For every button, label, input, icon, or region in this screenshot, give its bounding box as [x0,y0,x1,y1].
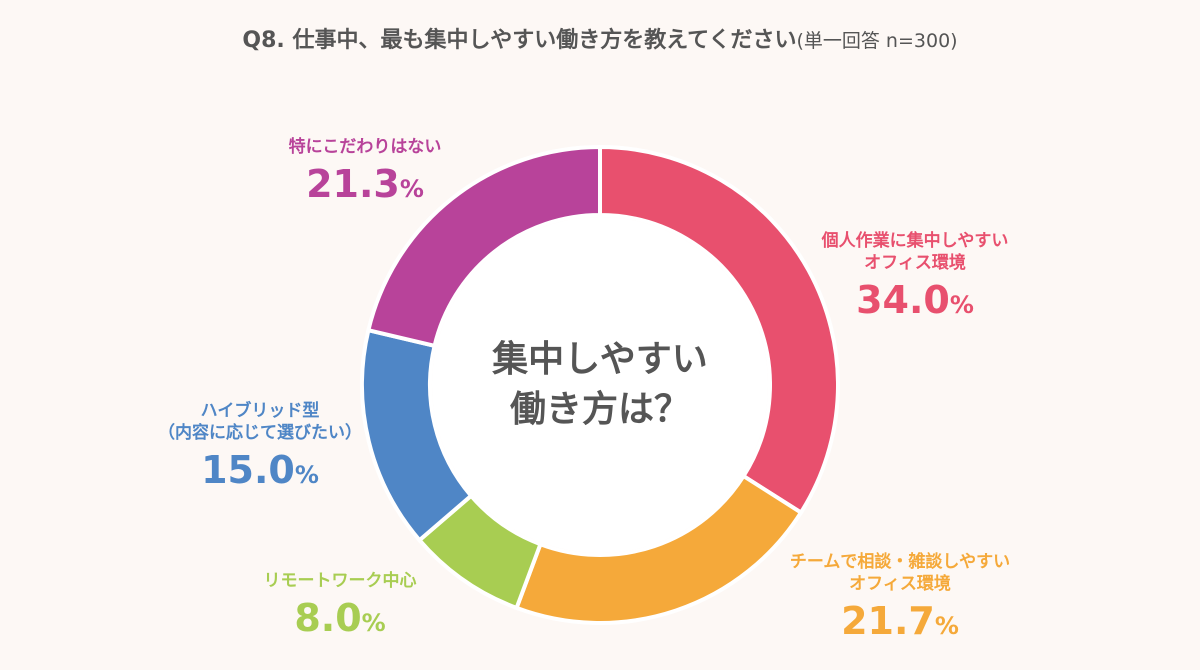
percent-sign: % [949,291,974,319]
slice-value-individual-office: 34.0% [856,278,974,322]
percent-sign: % [294,461,319,489]
percent-sign: % [361,609,386,637]
donut-center-text: 集中しやすい 働き方は？ [450,335,750,435]
slice-value-team-office: 21.7% [841,599,959,643]
percent-sign: % [934,612,959,640]
slice-label-remote: リモートワーク中心 8.0% [245,570,435,647]
donut-slice-0 [598,144,840,516]
slice-label-line: オフィス環境 [849,574,951,594]
center-line-1: 集中しやすい [492,339,708,380]
slice-label-hybrid: ハイブリッド型 （内容に応じて選びたい） 15.0% [130,400,390,499]
slice-label-individual-office: 個人作業に集中しやすい オフィス環境 34.0% [800,230,1030,329]
donut-hole [432,217,768,553]
slice-label-line: リモートワーク中心 [263,571,417,591]
center-line-2: 働き方は？ [509,389,690,430]
chart-title-sub: (単一回答 n=300) [796,30,958,52]
slice-label-line: 特にこだわりはない [288,137,442,157]
slice-label-team-office: チームで相談・雑談しやすい オフィス環境 21.7% [780,551,1020,650]
slice-label-line: （内容に応じて選びたい） [158,423,362,443]
slice-value-remote: 8.0% [294,596,386,640]
slice-label-line: ハイブリッド型 [200,401,320,421]
slice-label-line: オフィス環境 [864,253,966,273]
slice-label-line: 個人作業に集中しやすい [821,231,1009,251]
slice-label-line: チームで相談・雑談しやすい [789,552,1011,572]
slice-value-no-preference: 21.3% [306,162,424,206]
donut-slice-4 [365,144,602,349]
percent-sign: % [399,175,424,203]
chart-title: Q8. 仕事中、最も集中しやすい働き方を教えてください(単一回答 n=300) [0,22,1200,54]
slice-label-no-preference: 特にこだわりはない 21.3% [265,136,465,213]
chart-title-main: Q8. 仕事中、最も集中しやすい働き方を教えてください [242,28,797,53]
slice-value-hybrid: 15.0% [201,448,319,492]
